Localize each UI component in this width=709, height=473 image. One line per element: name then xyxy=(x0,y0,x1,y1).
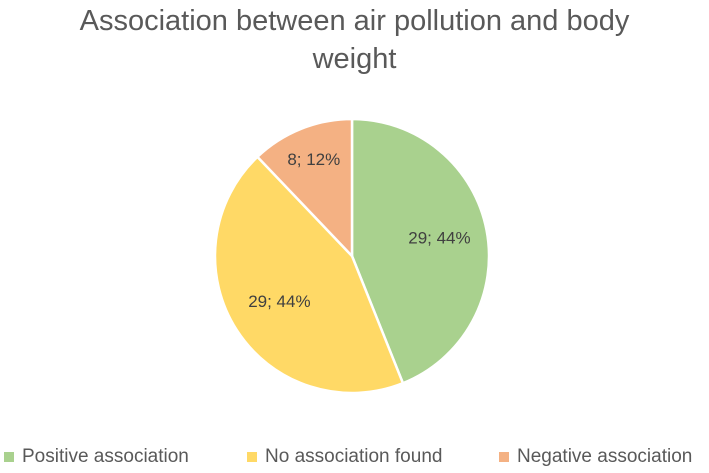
legend-label-negative: Negative association xyxy=(517,446,693,467)
legend: Positive association No association foun… xyxy=(0,446,709,470)
legend-swatch-negative xyxy=(499,452,509,462)
pie-slices xyxy=(213,117,491,395)
pie-slice-negative xyxy=(255,117,354,260)
data-label-no-association: 29; 44% xyxy=(248,292,310,311)
legend-item-negative: Negative association xyxy=(499,446,692,468)
data-label-positive: 29; 44% xyxy=(408,229,470,248)
legend-item-positive: Positive association xyxy=(4,446,189,468)
legend-label-no-association: No association found xyxy=(265,446,443,467)
chart-title-line-2: weight xyxy=(312,43,397,75)
pie-data-labels: 29; 44% 29; 44% 8; 12% xyxy=(248,150,470,311)
data-label-negative: 8; 12% xyxy=(287,150,340,169)
chart-title: Association between air pollution and bo… xyxy=(0,2,709,78)
chart-title-line-1: Association between air pollution and bo… xyxy=(79,5,630,37)
legend-item-no-association: No association found xyxy=(247,446,442,468)
pie-slice-positive xyxy=(350,117,491,385)
pie-slice-no-association xyxy=(213,155,405,395)
legend-swatch-positive xyxy=(4,452,14,462)
legend-label-positive: Positive association xyxy=(22,446,189,467)
legend-swatch-no-association xyxy=(247,452,257,462)
